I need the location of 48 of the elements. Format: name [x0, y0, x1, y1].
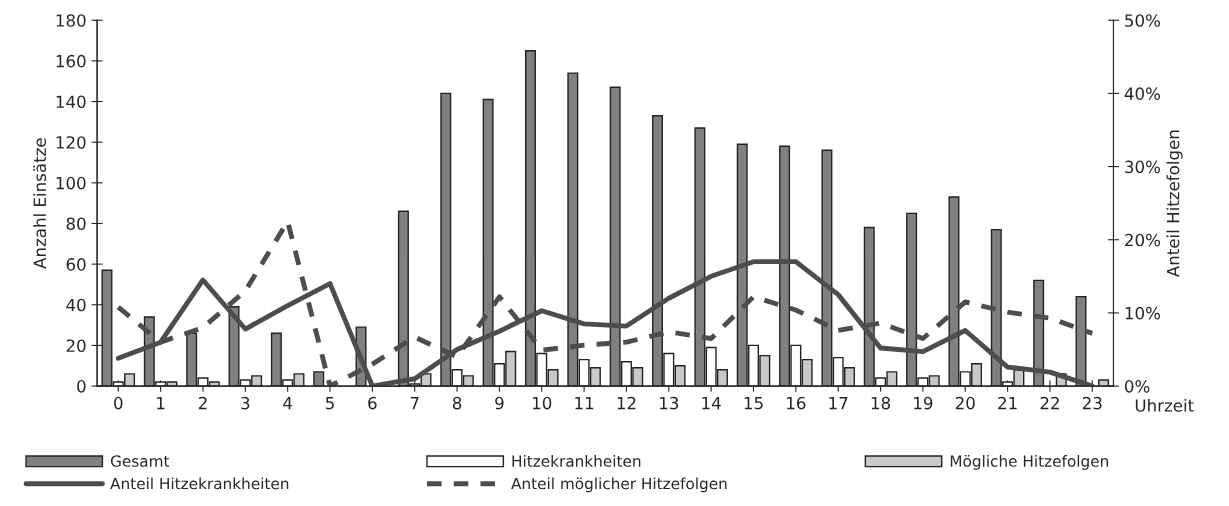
legend-label: Hitzekrankheiten [512, 455, 641, 467]
x-tick-label: 0 [114, 396, 123, 410]
legend-label: Gesamt [110, 455, 170, 467]
y-tick-label: 80 [66, 217, 86, 231]
y2-tick-label: 20% [1125, 233, 1161, 247]
x-tick-label: 7 [410, 397, 419, 410]
y2-tick-label: 0% [1124, 380, 1150, 393]
y-tick-label: 20 [66, 339, 86, 352]
x-tick-label: 12 [617, 396, 636, 410]
x-axis-title: Uhrzeit [1135, 398, 1194, 412]
x-tick-label: 9 [495, 396, 504, 410]
x-tick-label: 10 [532, 396, 552, 410]
x-tick-label: 8 [452, 396, 462, 410]
legend-label: Anteil möglicher Hitzefolgen [511, 477, 727, 493]
legend-label: Anteil Hitzekrankheiten [110, 477, 289, 490]
x-tick-label: 17 [829, 397, 848, 410]
x-tick-label: 4 [283, 397, 293, 410]
x-tick-label: 11 [575, 397, 594, 410]
x-tick-label: 22 [1040, 396, 1059, 410]
x-tick-label: 14 [702, 397, 721, 410]
y2-tick-label: 30% [1125, 160, 1161, 174]
x-tick-label: 20 [955, 396, 975, 410]
y-tick-label: 0 [77, 380, 86, 393]
y2-tick-label: 40% [1124, 87, 1161, 100]
x-tick-label: 1 [157, 397, 165, 410]
x-tick-label: 18 [871, 396, 891, 410]
y-tick-label: 140 [56, 95, 86, 109]
x-tick-label: 13 [660, 396, 679, 410]
y-axis-title: Anzahl Einsätze [33, 138, 47, 269]
y-tick-label: 120 [56, 136, 86, 149]
y-tick-label: 100 [56, 176, 86, 190]
y-tick-label: 160 [56, 54, 86, 68]
x-tick-label: 3 [241, 396, 250, 410]
y-tick-label: 60 [66, 258, 86, 271]
x-tick-label: 23 [1082, 396, 1102, 410]
x-tick-label: 15 [744, 397, 763, 410]
legend-label: Mögliche Hitzefolgen [950, 455, 1108, 470]
x-tick-label: 5 [326, 397, 334, 410]
x-tick-label: 19 [914, 396, 933, 410]
x-tick-label: 6 [368, 396, 377, 410]
y-tick-label: 180 [56, 14, 86, 27]
y-tick-label: 40 [66, 298, 86, 312]
y2-axis-title: Anteil Hitzefolgen [1166, 130, 1183, 278]
y2-tick-label: 50% [1125, 14, 1161, 27]
x-tick-label: 2 [198, 396, 207, 410]
x-tick-label: 21 [998, 396, 1017, 410]
y2-tick-label: 10% [1125, 306, 1161, 320]
x-tick-label: 16 [787, 396, 806, 410]
